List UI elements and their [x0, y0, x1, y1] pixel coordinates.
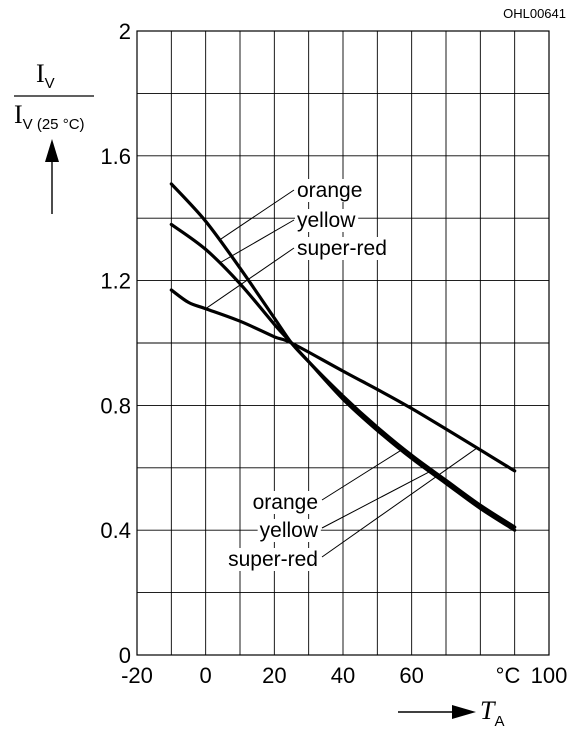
label-backdrop — [257, 519, 321, 542]
y-tick-label: 0 — [119, 643, 131, 668]
y-axis-label: IV IV (25 °C) — [14, 59, 94, 214]
y-tick-label: 2 — [119, 19, 131, 44]
x-tick-label: 100 — [531, 663, 568, 688]
label-backdrop — [250, 491, 320, 514]
label-yellow-upper: yellow — [297, 209, 356, 232]
y-tick-label: 0.8 — [100, 393, 131, 418]
x-tick-label: 40 — [331, 663, 355, 688]
label-orange-lower: orange — [253, 491, 318, 514]
x-tick-label: 0 — [200, 663, 212, 688]
label-backdrop — [295, 209, 359, 232]
series-layer — [169, 182, 517, 532]
series-super-red-line — [169, 288, 517, 473]
x-axis-label: TA — [398, 696, 504, 730]
leader-line-upper — [219, 189, 295, 241]
y-label-denominator: IV (25 °C) — [14, 100, 85, 133]
label-yellow-lower: yellow — [260, 519, 319, 542]
y-tick-label: 1.6 — [100, 144, 131, 169]
label-backdrop — [295, 237, 389, 260]
label-backdrop — [226, 548, 320, 571]
x-tick-label: -20 — [121, 663, 153, 688]
leader-line-lower — [321, 469, 433, 529]
x-arrow-head — [452, 705, 476, 719]
leader-line-lower — [321, 447, 478, 558]
label-orange-upper: orange — [297, 179, 362, 202]
y-arrow-head — [45, 139, 59, 162]
x-tick-label: 20 — [262, 663, 286, 688]
x-tick-label: 60 — [399, 663, 423, 688]
x-unit-label: °C — [496, 663, 521, 688]
series-yellow-line — [169, 222, 517, 529]
label-super-red-lower: super-red — [228, 548, 318, 571]
leader-line-lower — [321, 449, 402, 501]
leader-lines — [205, 189, 478, 558]
y-tick-label: 1.2 — [100, 269, 131, 294]
leader-line-upper — [205, 247, 295, 310]
leader-line-upper — [219, 219, 295, 264]
y-tick-label: 0.4 — [100, 518, 131, 543]
figure-code: OHL00641 — [503, 6, 566, 21]
plot-frame — [136, 30, 550, 656]
grid — [137, 31, 549, 655]
label-backdrop — [295, 179, 365, 202]
x-label-symbol: TA — [480, 696, 504, 730]
y-label-numerator: IV — [36, 59, 55, 92]
label-super-red-upper: super-red — [297, 237, 387, 260]
